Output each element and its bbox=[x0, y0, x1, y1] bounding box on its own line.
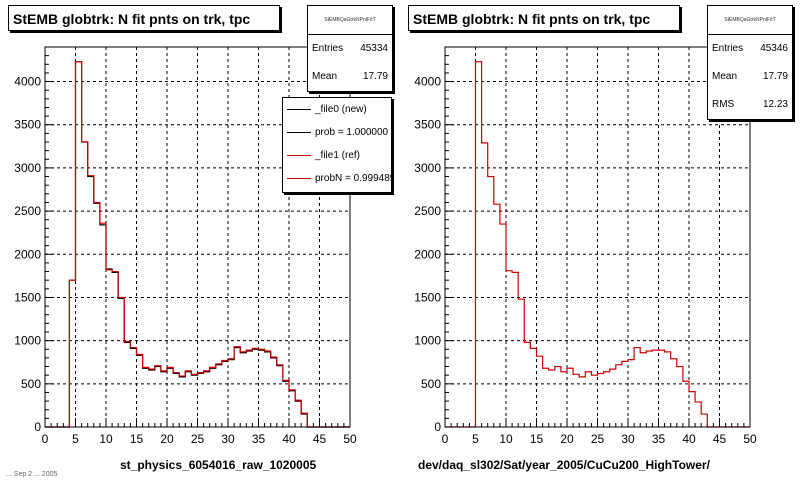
x-tick-label: 30 bbox=[221, 432, 235, 446]
y-tick-label: 1000 bbox=[414, 334, 441, 348]
legend-entry: probN = 0.999489 bbox=[283, 167, 391, 190]
y-tick-label: 2000 bbox=[14, 247, 41, 261]
stats-entries-value: 45334 bbox=[360, 43, 388, 54]
x-tick-label: 30 bbox=[621, 432, 635, 446]
x-tick-label: 15 bbox=[130, 432, 144, 446]
y-tick-label: 3000 bbox=[414, 161, 441, 175]
chart-title: StEMB globtrk: N fit pnts on trk, tpc bbox=[408, 5, 680, 31]
legend-label: _file0 (new) bbox=[315, 104, 367, 115]
histogram-panel-right: 0 5 10 15 20 25 30 35 40 45 50 0 500 1000 1500 2000 2500… bbox=[400, 0, 800, 480]
stats-rms-row: RMS 12.23 bbox=[708, 91, 792, 119]
stats-mean-row: Mean 17.79 bbox=[308, 63, 392, 91]
footer-text: ... Sep 2 ... 2005 bbox=[6, 471, 58, 478]
legend-swatch bbox=[287, 109, 311, 110]
y-tick-label: 2000 bbox=[414, 247, 441, 261]
y-tick-label: 3500 bbox=[414, 118, 441, 132]
x-axis-label: dev/daq_sl302/Sat/year_2005/CuCu200_High… bbox=[418, 458, 710, 472]
stats-mean-label: Mean bbox=[712, 71, 738, 82]
y-tick-label: 500 bbox=[21, 377, 41, 391]
stats-histogram-name: StEMBQaGtrkNPntFitT bbox=[308, 6, 392, 35]
stats-box: StEMBQaGtrkNPntFitT Entries 45334 Mean 1… bbox=[307, 5, 393, 92]
y-tick-label: 2500 bbox=[14, 204, 41, 218]
stats-box: StEMBQaGtrkNPntFitT Entries 45346 Mean 1… bbox=[707, 5, 793, 120]
plot-frame bbox=[44, 46, 351, 428]
y-tick-label: 3500 bbox=[14, 118, 41, 132]
y-tick-label: 1500 bbox=[414, 290, 441, 304]
legend-swatch bbox=[287, 178, 311, 179]
histogram-series bbox=[445, 61, 750, 428]
histogram-series bbox=[45, 61, 350, 428]
y-tick-label: 500 bbox=[421, 377, 441, 391]
x-tick-label: 20 bbox=[560, 432, 574, 446]
chart-title: StEMB globtrk: N fit pnts on trk, tpc bbox=[8, 5, 280, 31]
legend-entry: _file0 (new) bbox=[283, 98, 391, 121]
y-tick-label: 0 bbox=[434, 420, 441, 434]
x-tick-label: 10 bbox=[99, 432, 113, 446]
stats-entries-value: 45346 bbox=[760, 43, 788, 54]
histogram-plot-left: 0 5 10 15 20 25 30 35 40 45 5005001000150020002500… bbox=[14, 46, 357, 446]
legend-label: probN = 0.999489 bbox=[315, 173, 392, 184]
y-tick-label: 4000 bbox=[414, 75, 441, 89]
stats-entries-label: Entries bbox=[712, 43, 744, 54]
x-tick-label: 35 bbox=[652, 432, 666, 446]
x-tick-label: 25 bbox=[191, 432, 205, 446]
x-tick-label: 40 bbox=[682, 432, 696, 446]
y-tick-label: 1500 bbox=[14, 290, 41, 304]
histogram-plot-right: 0 5 10 15 20 25 30 35 40 45 5005001000150020002500… bbox=[414, 46, 757, 446]
x-tick-label: 0 bbox=[42, 432, 49, 446]
stats-entries-label: Entries bbox=[312, 43, 344, 54]
histogram-series bbox=[45, 61, 350, 428]
x-tick-label: 50 bbox=[743, 432, 757, 446]
stats-rms-value: 12.23 bbox=[762, 99, 788, 110]
y-tick-label: 1000 bbox=[14, 334, 41, 348]
x-tick-label: 45 bbox=[713, 432, 727, 446]
histogram-panel-left: 0 5 10 15 20 25 30 35 40 45 50 0 500 1000 1500 2000 2500… bbox=[6, 5, 393, 478]
stats-rms-label: RMS bbox=[712, 99, 735, 110]
stats-entries-row: Entries 45334 bbox=[308, 35, 392, 63]
stats-mean-value: 17.79 bbox=[362, 71, 388, 82]
legend-label: _file1 (ref) bbox=[315, 150, 361, 161]
y-tick-label: 4000 bbox=[14, 75, 41, 89]
legend-entry: prob = 1.000000 bbox=[283, 121, 391, 144]
legend-swatch bbox=[287, 132, 311, 133]
y-tick-label: 2500 bbox=[414, 204, 441, 218]
legend-swatch bbox=[287, 155, 311, 156]
x-tick-label: 0 bbox=[442, 432, 449, 446]
stats-mean-label: Mean bbox=[312, 71, 338, 82]
x-tick-label: 15 bbox=[530, 432, 544, 446]
x-tick-label: 5 bbox=[472, 432, 479, 446]
x-tick-label: 5 bbox=[72, 432, 79, 446]
x-tick-label: 35 bbox=[252, 432, 266, 446]
stats-mean-value: 17.79 bbox=[762, 71, 788, 82]
x-tick-label: 50 bbox=[343, 432, 357, 446]
x-tick-label: 45 bbox=[313, 432, 327, 446]
legend-label: prob = 1.000000 bbox=[315, 127, 389, 138]
stats-mean-row: Mean 17.79 bbox=[708, 63, 792, 91]
x-tick-label: 25 bbox=[591, 432, 605, 446]
y-tick-label: 0 bbox=[34, 420, 41, 434]
x-axis-label: st_physics_6054016_raw_1020005 bbox=[120, 458, 317, 472]
stats-histogram-name: StEMBQaGtrkNPntFitT bbox=[708, 6, 792, 35]
x-tick-label: 10 bbox=[499, 432, 513, 446]
x-tick-label: 20 bbox=[160, 432, 174, 446]
y-tick-label: 3000 bbox=[14, 161, 41, 175]
legend-entry: _file1 (ref) bbox=[283, 144, 391, 167]
x-tick-label: 40 bbox=[282, 432, 296, 446]
legend: _file0 (new) prob = 1.000000 _file1 (ref… bbox=[282, 97, 392, 193]
plot-frame bbox=[444, 46, 751, 428]
stats-entries-row: Entries 45346 bbox=[708, 35, 792, 63]
